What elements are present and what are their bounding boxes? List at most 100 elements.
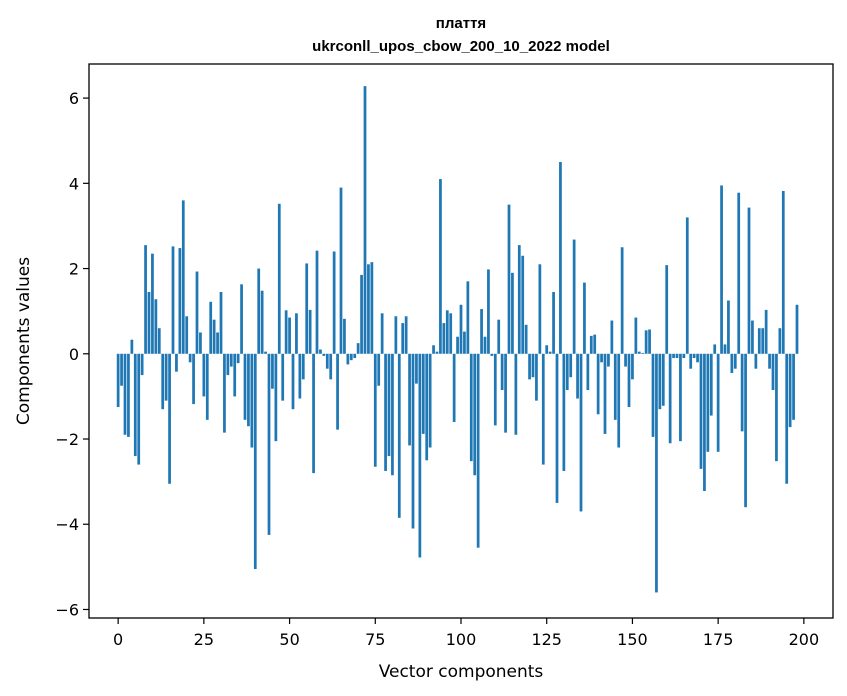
bar-150 [631, 353, 634, 380]
bar-74 [370, 262, 374, 354]
bar-120 [528, 353, 531, 380]
bar-135 [579, 353, 583, 512]
bar-52 [295, 313, 298, 354]
bar-85 [408, 353, 411, 446]
bar-10 [151, 253, 154, 354]
bar-174 [713, 344, 717, 354]
bar-96 [445, 310, 449, 354]
bar-18 [178, 248, 182, 354]
bar-180 [733, 353, 737, 369]
bar-152 [637, 351, 641, 354]
bar-133 [572, 239, 576, 354]
bar-158 [658, 353, 662, 410]
bar-63 [332, 251, 336, 354]
bar-25 [202, 353, 206, 397]
bar-56 [308, 309, 312, 354]
bar-197 [792, 353, 795, 420]
bar-86 [411, 353, 415, 529]
bar-87 [415, 353, 418, 384]
bar-88 [418, 353, 422, 558]
bar-59 [319, 349, 322, 354]
bar-26 [205, 353, 209, 420]
chart-subtitle: ukrconll_upos_cbow_200_10_2022 model [312, 38, 610, 55]
bar-23 [195, 271, 199, 354]
bar-184 [747, 207, 751, 354]
x-tick-label: 150 [617, 630, 648, 649]
bar-99 [456, 336, 459, 354]
bar-3 [127, 353, 130, 437]
bar-9 [147, 291, 151, 354]
bar-193 [778, 328, 782, 354]
y-tick-label: −4 [55, 515, 79, 534]
bar-186 [754, 353, 758, 369]
bar-128 [555, 353, 559, 503]
bar-82 [397, 353, 401, 518]
bar-127 [552, 291, 555, 354]
bar-67 [346, 353, 350, 365]
bar-146 [617, 353, 621, 448]
bar-91 [428, 353, 432, 448]
bar-119 [524, 324, 528, 354]
bar-92 [432, 345, 435, 354]
bar-151 [634, 317, 638, 354]
bar-107 [483, 336, 487, 354]
bar-154 [644, 330, 648, 354]
bar-43 [264, 351, 267, 354]
bar-17 [175, 353, 178, 372]
bar-68 [349, 353, 353, 361]
bar-37 [243, 353, 247, 420]
bar-114 [507, 204, 511, 354]
bars-group [116, 86, 799, 593]
bar-57 [312, 353, 315, 474]
bar-153 [641, 352, 645, 354]
bar-33 [229, 353, 233, 367]
y-axis-label: Components values [14, 257, 34, 425]
bar-54 [301, 353, 305, 380]
bar-80 [391, 353, 394, 476]
bar-84 [404, 316, 408, 354]
bar-72 [363, 86, 367, 354]
bar-110 [493, 353, 497, 426]
bar-103 [469, 353, 473, 462]
bar-106 [480, 309, 483, 354]
y-tick-label: 4 [69, 174, 79, 193]
bar-182 [740, 353, 744, 432]
y-axis-ticks: −6 −4 −2 0 2 4 6 [55, 89, 89, 619]
bar-95 [442, 323, 446, 354]
bar-170 [699, 353, 703, 469]
bar-62 [329, 353, 333, 380]
bar-183 [744, 353, 747, 508]
bar-39 [250, 353, 254, 448]
bar-148 [624, 353, 627, 367]
bar-177 [723, 344, 727, 354]
bar-118 [521, 255, 525, 354]
bar-79 [387, 353, 391, 457]
bar-195 [785, 353, 789, 484]
bar-93 [435, 351, 439, 354]
bar-104 [473, 353, 477, 476]
bar-178 [727, 300, 730, 354]
bar-41 [257, 268, 261, 354]
bar-147 [620, 247, 624, 354]
bar-31 [223, 353, 226, 433]
y-tick-label: 2 [69, 260, 79, 279]
bar-124 [541, 353, 545, 465]
bar-51 [291, 353, 295, 410]
bar-161 [668, 353, 672, 444]
bar-90 [425, 353, 429, 461]
bar-139 [593, 334, 597, 354]
bar-145 [613, 353, 617, 420]
bar-144 [610, 320, 614, 354]
x-tick-label: 125 [531, 630, 562, 649]
x-axis-label: Vector components [379, 662, 544, 682]
bar-101 [463, 331, 466, 354]
bar-163 [675, 353, 679, 359]
bar-46 [274, 353, 278, 442]
bar-77 [380, 313, 384, 354]
bar-131 [565, 353, 569, 390]
bar-123 [538, 264, 542, 354]
bar-16 [171, 246, 175, 354]
x-tick-label: 100 [446, 630, 477, 649]
bar-138 [589, 335, 593, 354]
bar-30 [219, 291, 223, 354]
